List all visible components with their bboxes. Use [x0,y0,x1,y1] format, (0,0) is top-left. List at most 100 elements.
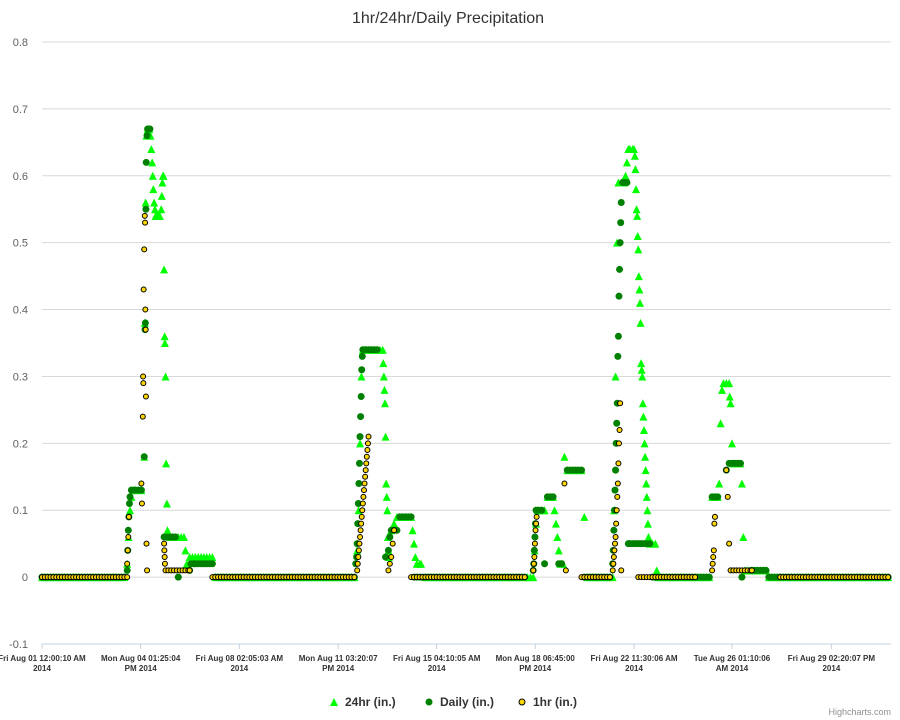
data-point[interactable] [727,439,736,448]
data-point[interactable] [354,567,361,574]
data-point[interactable] [634,245,643,254]
data-point[interactable] [641,452,650,461]
data-point[interactable] [710,554,717,561]
data-point[interactable] [357,393,365,401]
data-point[interactable] [614,352,622,360]
data-point[interactable] [143,132,151,140]
data-point[interactable] [615,292,623,300]
data-point[interactable] [356,439,365,448]
data-point[interactable] [762,566,770,574]
data-point[interactable] [124,547,131,554]
data-point[interactable] [358,513,365,520]
data-point[interactable] [651,539,660,548]
data-point[interactable] [636,318,645,327]
data-point[interactable] [124,526,132,534]
data-point[interactable] [148,171,157,180]
data-point[interactable] [637,359,646,368]
data-point[interactable] [609,567,616,574]
data-point[interactable] [639,425,648,434]
data-point[interactable] [725,392,734,401]
data-point[interactable] [617,199,625,207]
data-point[interactable] [378,345,387,354]
data-point[interactable] [580,512,589,521]
data-point[interactable] [642,492,651,501]
data-point[interactable] [613,520,620,527]
data-point[interactable] [709,560,716,567]
data-point[interactable] [385,567,392,574]
data-point[interactable] [531,554,538,561]
data-point[interactable] [360,487,367,494]
data-point[interactable] [530,567,537,574]
data-point[interactable] [521,574,528,581]
data-point[interactable] [635,285,644,294]
data-point[interactable] [531,533,539,541]
data-point[interactable] [147,145,156,154]
data-point[interactable] [351,574,358,581]
data-point[interactable] [710,547,717,554]
data-point[interactable] [161,554,168,561]
data-point[interactable] [388,554,395,561]
data-point[interactable] [550,506,559,515]
data-point[interactable] [714,493,722,501]
data-point[interactable] [359,507,366,514]
data-point[interactable] [541,560,549,568]
data-point[interactable] [365,433,372,440]
data-point[interactable] [354,500,362,508]
data-point[interactable] [737,479,746,488]
data-point[interactable] [140,286,147,293]
data-point[interactable] [144,567,151,574]
data-point[interactable] [160,265,169,274]
data-point[interactable] [142,158,150,166]
data-point[interactable] [159,171,168,180]
data-point[interactable] [379,359,388,368]
data-point[interactable] [611,486,619,494]
data-point[interactable] [390,519,399,528]
data-point[interactable] [538,506,546,514]
data-point[interactable] [612,540,619,547]
data-point[interactable] [553,532,562,541]
data-point[interactable] [151,205,160,214]
data-point[interactable] [618,567,625,574]
data-point[interactable] [551,519,560,528]
data-point[interactable] [140,453,148,461]
data-point[interactable] [138,500,145,507]
data-point[interactable] [643,506,652,515]
data-point[interactable] [358,366,366,374]
data-point[interactable] [621,171,630,180]
data-point[interactable] [530,546,538,554]
data-point[interactable] [125,533,132,540]
legend-item-24hr[interactable]: 24hr (in.) [330,695,396,709]
data-point[interactable] [126,506,135,515]
data-point[interactable] [384,546,392,554]
data-point[interactable] [644,532,653,541]
data-point[interactable] [391,527,398,534]
data-point[interactable] [632,205,641,214]
data-point[interactable] [355,459,363,467]
data-point[interactable] [161,540,168,547]
data-point[interactable] [711,513,718,520]
data-point[interactable] [380,385,389,394]
data-point[interactable] [356,433,364,441]
data-point[interactable] [364,440,371,447]
data-point[interactable] [381,432,390,441]
data-point[interactable] [724,493,731,500]
data-point[interactable] [737,459,745,467]
data-point[interactable] [357,533,364,540]
data-point[interactable] [623,178,631,186]
data-point[interactable] [711,520,718,527]
data-point[interactable] [692,574,699,581]
data-point[interactable] [633,231,642,240]
data-point[interactable] [632,185,641,194]
data-point[interactable] [139,413,146,420]
legend-item-daily[interactable]: Daily (in.) [425,695,495,709]
data-point[interactable] [359,500,366,507]
data-point[interactable] [354,560,361,567]
data-point[interactable] [407,513,415,521]
data-point[interactable] [355,554,362,561]
data-point[interactable] [141,212,148,219]
data-point[interactable] [533,513,540,520]
data-point[interactable] [386,560,393,567]
data-point[interactable] [382,553,390,561]
data-point[interactable] [885,574,892,581]
data-point[interactable] [640,439,649,448]
